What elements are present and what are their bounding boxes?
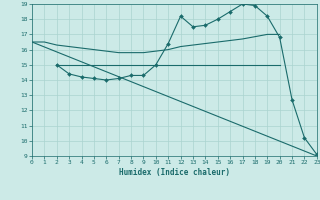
X-axis label: Humidex (Indice chaleur): Humidex (Indice chaleur) (119, 168, 230, 177)
